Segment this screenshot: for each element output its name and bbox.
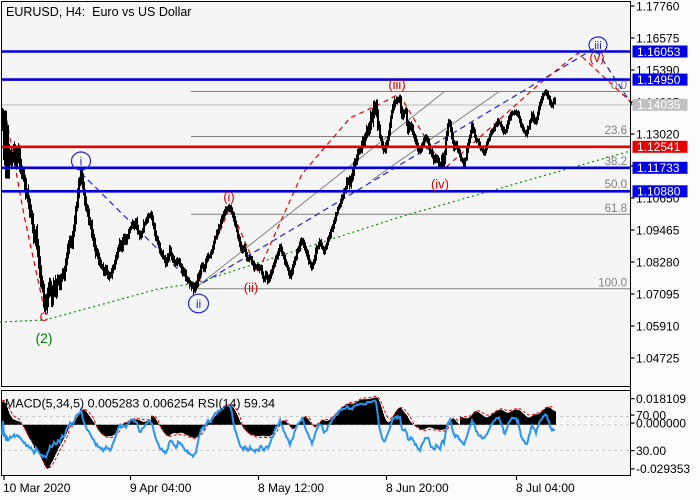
svg-text:(i): (i) [223, 190, 235, 205]
svg-text:1.09465: 1.09465 [636, 223, 680, 237]
svg-text:0.000000: 0.000000 [636, 416, 686, 430]
svg-text:70.00: 70.00 [636, 408, 666, 422]
svg-text:8 Jul 04:00: 8 Jul 04:00 [516, 481, 575, 495]
svg-text:8 Jun 20:00: 8 Jun 20:00 [386, 481, 449, 495]
svg-text:38.2: 38.2 [605, 156, 627, 168]
svg-text:0.018109: 0.018109 [636, 392, 686, 406]
svg-text:1.16053: 1.16053 [637, 45, 681, 59]
svg-text:1.17760: 1.17760 [636, 0, 680, 13]
svg-text:1.07095: 1.07095 [636, 287, 680, 301]
svg-text:1.12541: 1.12541 [637, 140, 681, 154]
svg-text:1.04725: 1.04725 [636, 351, 680, 365]
svg-text:(2): (2) [35, 330, 52, 346]
svg-text:61.8: 61.8 [605, 203, 627, 215]
svg-text:(v): (v) [589, 50, 604, 65]
svg-text:1.14035: 1.14035 [637, 98, 681, 112]
svg-text:23.6: 23.6 [605, 125, 627, 137]
svg-text:8 May 12:00: 8 May 12:00 [258, 481, 324, 495]
svg-text:1.11733: 1.11733 [637, 161, 680, 175]
svg-text:1.14950: 1.14950 [637, 73, 681, 87]
svg-text:C: C [40, 310, 49, 324]
svg-text:1.16575: 1.16575 [636, 31, 680, 45]
svg-text:30.00: 30.00 [636, 444, 666, 458]
svg-text:0.0: 0.0 [611, 80, 627, 92]
svg-text:1.10880: 1.10880 [637, 185, 681, 199]
svg-text:MACD(5,34,5) 0.005283 0.006254: MACD(5,34,5) 0.005283 0.006254 RSI(14) 5… [5, 397, 275, 411]
svg-text:1.05910: 1.05910 [636, 319, 680, 333]
svg-text:EURUSD, H4: Euro vs US Dollar: EURUSD, H4: Euro vs US Dollar [6, 5, 191, 19]
svg-text:1.08280: 1.08280 [636, 255, 680, 269]
svg-text:1.13020: 1.13020 [636, 127, 680, 141]
svg-text:(iii): (iii) [388, 77, 405, 92]
svg-text:ii: ii [196, 297, 201, 311]
svg-text:(ii): (ii) [244, 280, 258, 295]
svg-text:100.0: 100.0 [598, 277, 627, 289]
svg-text:-0.029353: -0.029353 [636, 462, 690, 476]
svg-text:50.0: 50.0 [605, 179, 627, 191]
svg-text:9 Apr 04:00: 9 Apr 04:00 [130, 481, 192, 495]
svg-text:(iv): (iv) [431, 177, 449, 192]
svg-text:10 Mar 2020: 10 Mar 2020 [3, 481, 71, 495]
svg-text:iii: iii [594, 40, 601, 52]
svg-text:i: i [80, 155, 83, 169]
